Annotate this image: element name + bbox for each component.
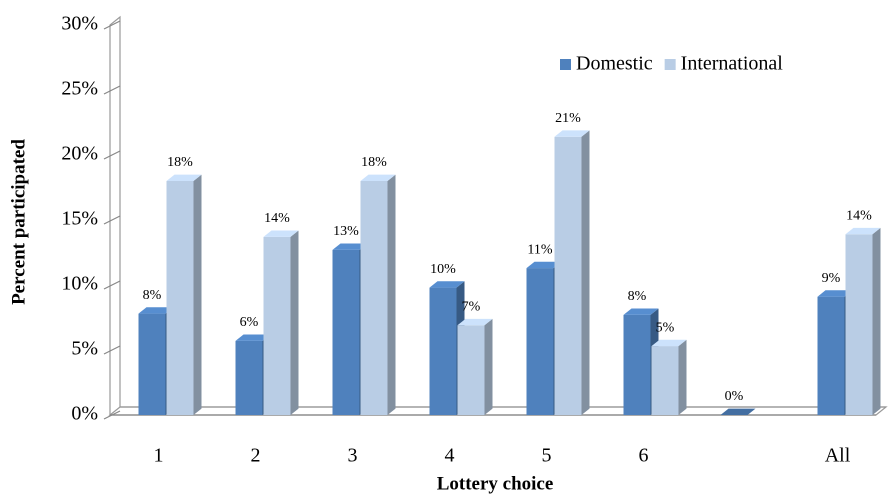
back-wall <box>109 15 886 415</box>
bar <box>554 136 582 416</box>
y-tick <box>103 215 121 225</box>
bar-top <box>235 334 271 341</box>
x-tick-label: 1 <box>154 445 164 467</box>
value-label: 7% <box>462 300 481 315</box>
bar <box>623 314 651 415</box>
y-tick-label: 10% <box>61 273 98 295</box>
bar-top <box>554 130 590 137</box>
value-label: 0% <box>725 389 744 404</box>
y-tick-label: 25% <box>61 78 98 100</box>
bar-top <box>720 408 756 415</box>
x-tick-label: 4 <box>445 445 455 467</box>
bar-side <box>387 174 396 415</box>
legend-swatch <box>560 59 571 70</box>
bar <box>817 296 845 415</box>
y-tick-label: 5% <box>71 338 98 360</box>
bar-top <box>332 243 368 250</box>
y-axis-title: Percent participated <box>8 139 29 305</box>
y-tick <box>103 345 121 355</box>
bar <box>651 346 679 415</box>
x-tick-label: 6 <box>639 445 649 467</box>
y-tick <box>103 280 121 290</box>
x-tick-label: 3 <box>348 445 358 467</box>
value-label: 6% <box>240 315 259 330</box>
x-axis-title: Lottery choice <box>437 473 554 494</box>
floor <box>108 406 888 416</box>
value-label: 8% <box>628 289 647 304</box>
x-tick-label: All <box>825 445 851 467</box>
legend-label: Domestic <box>576 53 653 75</box>
x-tick-label: 2 <box>251 445 261 467</box>
bar-side <box>872 227 881 415</box>
bar <box>235 340 263 415</box>
y-tick <box>103 85 121 95</box>
y-tick-label: 30% <box>61 13 98 35</box>
value-label: 5% <box>656 320 675 335</box>
bar <box>845 234 873 415</box>
bar <box>332 249 360 415</box>
value-label: 13% <box>333 224 359 239</box>
y-tick-label: 15% <box>61 208 98 230</box>
bar-top <box>526 261 562 269</box>
value-label: 18% <box>167 155 193 170</box>
value-label: 14% <box>846 209 872 224</box>
value-label: 9% <box>822 271 841 286</box>
legend-swatch <box>664 59 676 70</box>
y-tick-label: 0% <box>71 403 98 425</box>
value-label: 11% <box>527 242 552 257</box>
bar-top <box>138 307 174 314</box>
bar-top <box>817 290 853 297</box>
bar-top <box>429 281 465 288</box>
legend-label: International <box>681 53 784 75</box>
bar-side <box>678 339 687 415</box>
bar-top <box>360 174 396 181</box>
bar-top <box>263 230 299 237</box>
y-tick <box>103 20 121 30</box>
value-label: 14% <box>264 211 290 226</box>
bar <box>166 181 194 415</box>
bar-side <box>290 230 299 415</box>
bar <box>429 287 457 415</box>
value-label: 8% <box>143 288 162 303</box>
bar <box>526 268 554 415</box>
value-label: 18% <box>361 155 387 170</box>
bar-side <box>193 174 202 415</box>
bar <box>138 313 166 415</box>
x-tick-label: 5 <box>542 445 552 467</box>
bar-side <box>581 130 590 415</box>
bar-side <box>484 318 493 415</box>
y-tick-label: 20% <box>61 143 98 165</box>
bar <box>360 181 388 415</box>
bar <box>457 325 485 415</box>
bar-top <box>166 174 202 181</box>
bar-top <box>651 339 687 347</box>
bar-top <box>845 227 881 235</box>
bar-top <box>623 308 659 315</box>
bar <box>263 236 291 415</box>
bar-top <box>457 318 493 326</box>
y-tick <box>103 150 121 160</box>
value-label: 21% <box>555 111 581 126</box>
value-label: 10% <box>430 262 456 277</box>
